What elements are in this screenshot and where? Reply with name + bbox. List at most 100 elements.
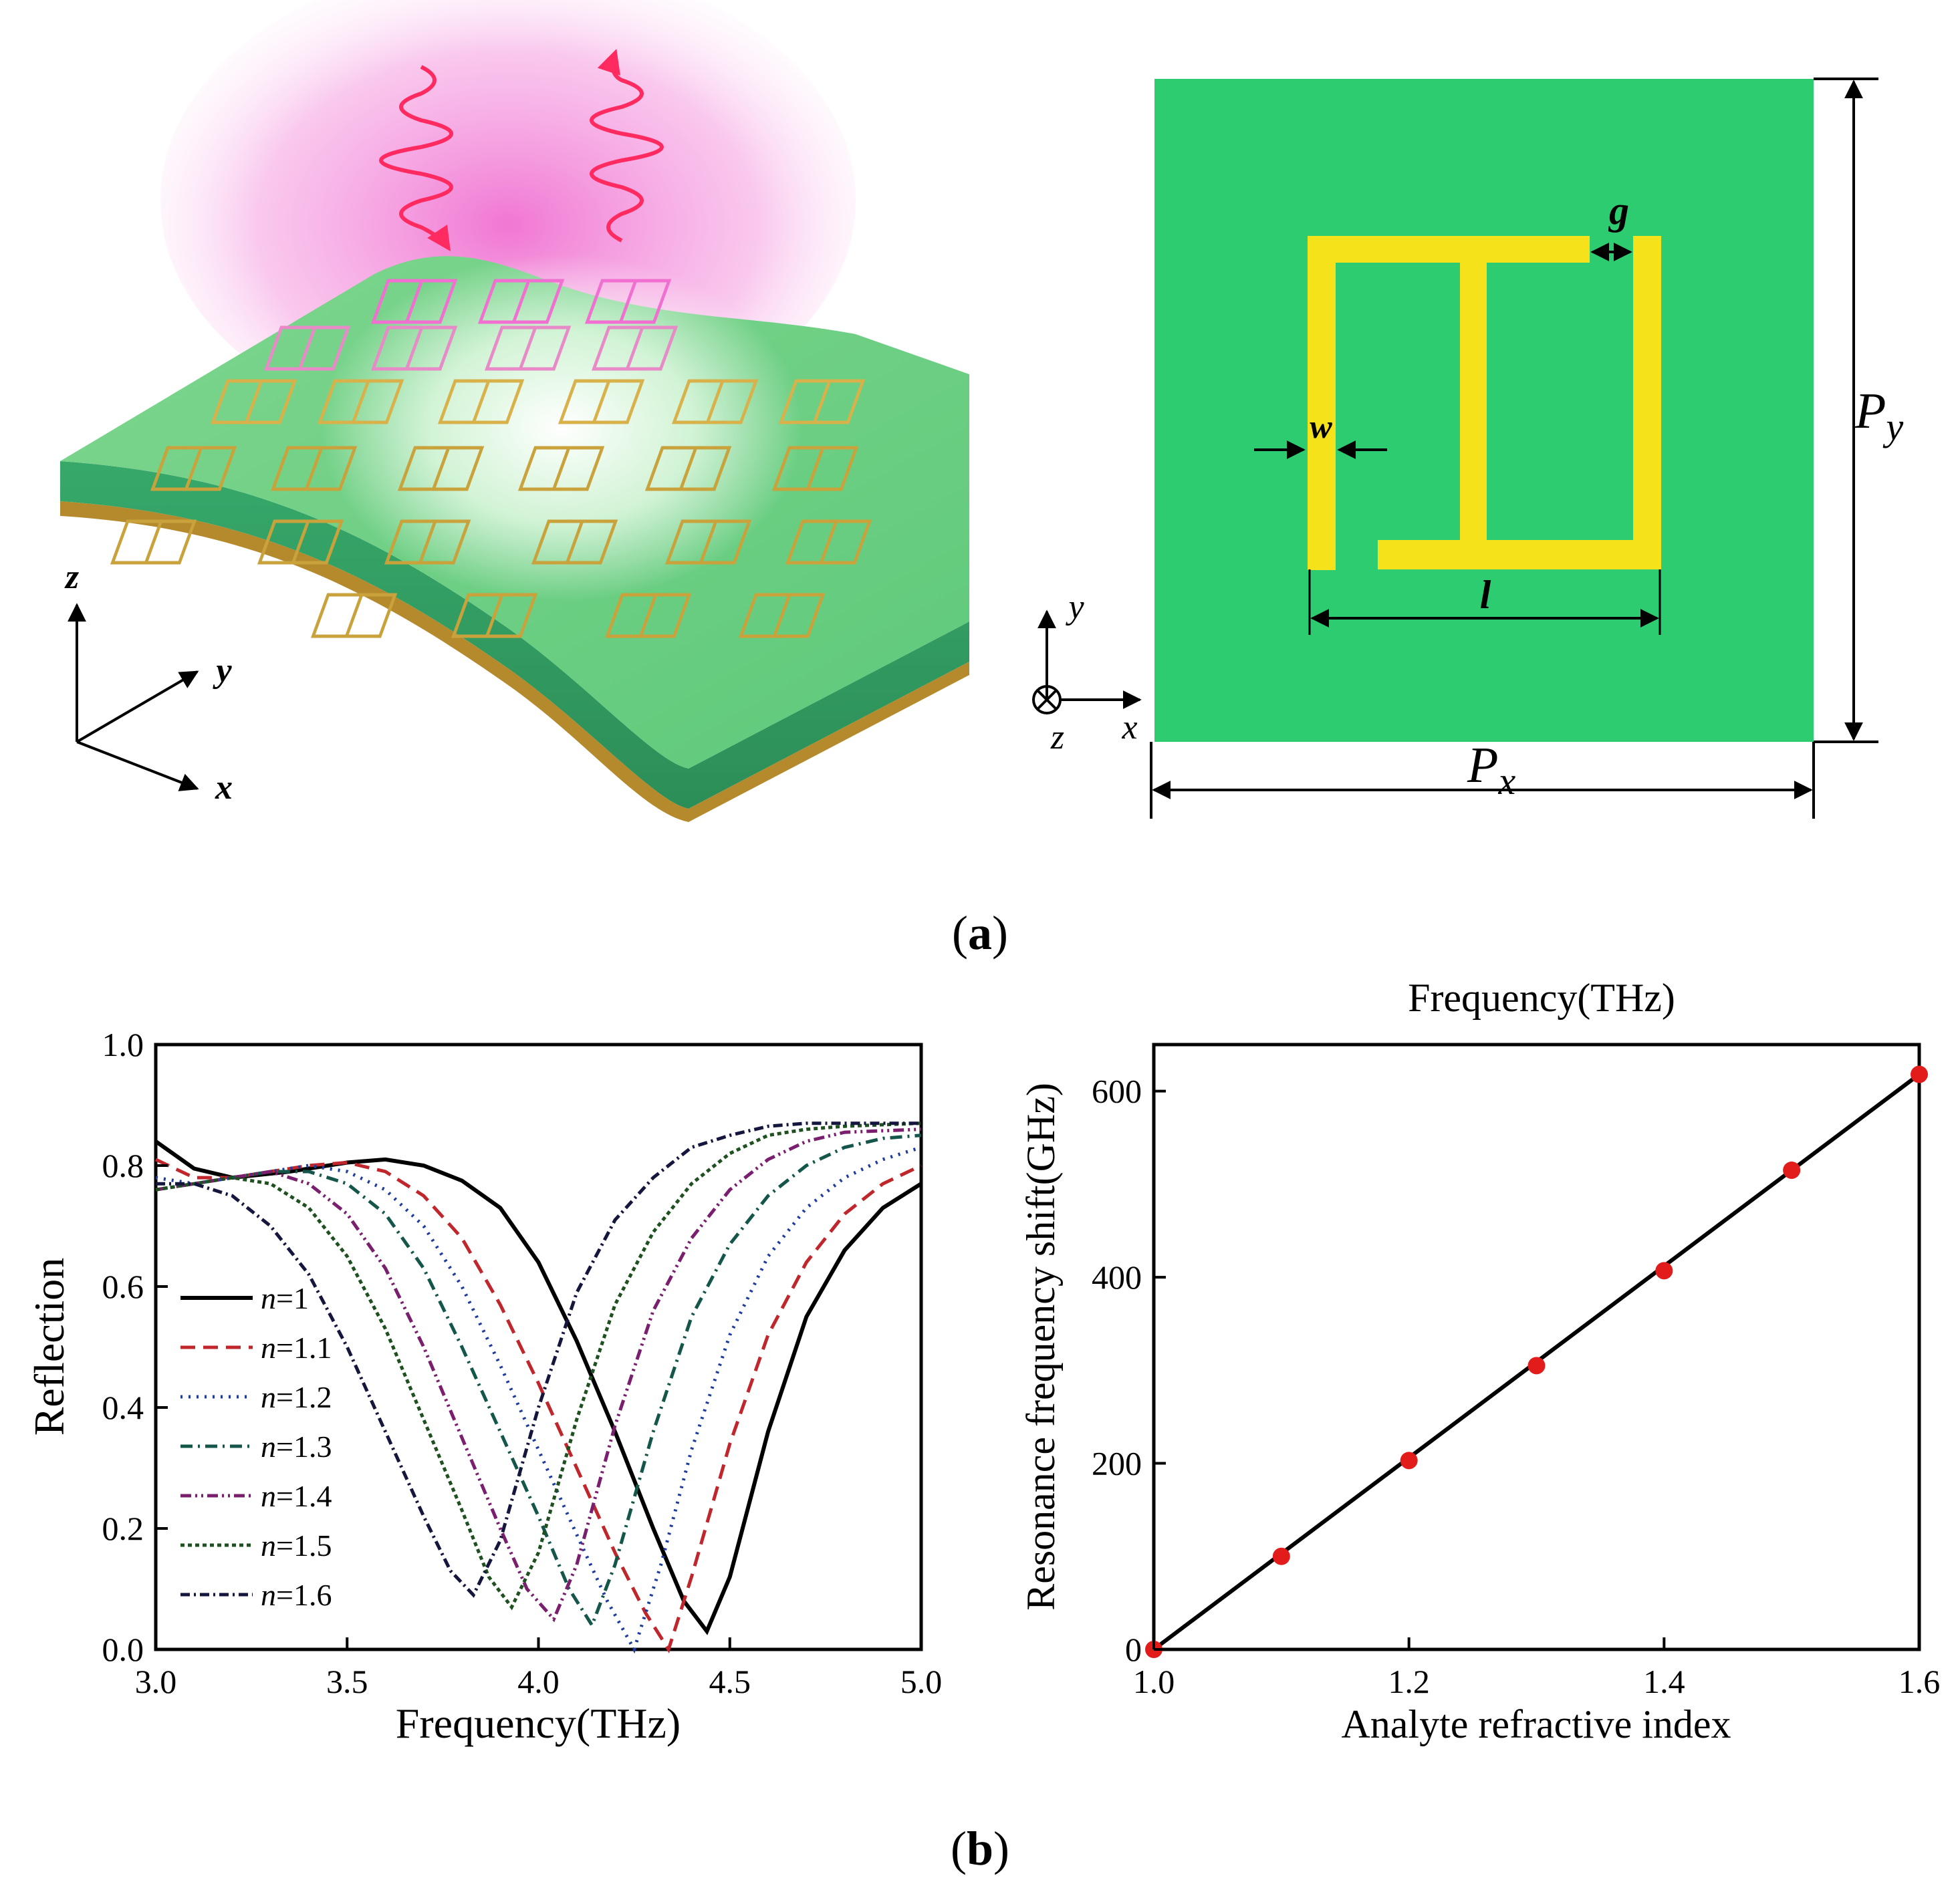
shift-data-point [1400, 1452, 1418, 1470]
legend-label: n=1.6 [261, 1578, 332, 1612]
x-tick-label: 1.2 [1388, 1663, 1430, 1700]
x-tick-label: 3.5 [326, 1663, 368, 1700]
reflection-chart: 3.0 3.5 4.0 4.5 5.0 0.00.20.40.60.81.0 n=1n=… [25, 1026, 942, 1747]
shift-data-point [1911, 1065, 1928, 1083]
resonator-tile [263, 325, 351, 371]
split-ring-resonator [1308, 236, 1661, 570]
legend-label: n=1.3 [261, 1430, 332, 1464]
x-tick-label: 3.0 [135, 1663, 177, 1700]
x-tick-label: 1.6 [1898, 1663, 1941, 1700]
y-tick-label: 0.6 [102, 1268, 144, 1305]
resonator-tile [257, 519, 344, 565]
axis-y-label: y [212, 652, 232, 690]
shift-y-ticks: 0 200 400 600 [1092, 1073, 1166, 1668]
y-tick-label: 0.0 [102, 1631, 144, 1668]
shift-chart-title: Frequency(THz) [1408, 976, 1675, 1020]
axis-x-label: x [215, 769, 233, 807]
resonator-tile [484, 325, 572, 371]
x-tick-label: 4.5 [709, 1663, 751, 1700]
shift-data-point [1527, 1357, 1546, 1375]
resonator-tile [110, 519, 197, 565]
legend-label: n=1 [261, 1281, 309, 1315]
resonator-tile [738, 593, 826, 638]
reflection-x-ticks: 3.0 3.5 4.0 4.5 5.0 [135, 1637, 943, 1700]
reflection-y-ticks: 0.0 0.2 0.4 0.6 0.8 1.0 [102, 1026, 168, 1668]
resonator-tile [370, 325, 458, 371]
reflection-legend: n=1 n=1.1 n=1.2 n=1.3 n=1.4 n=1.5 n=1.6 [180, 1281, 332, 1612]
reflection-series-line [156, 1121, 921, 1598]
l-label: l [1480, 573, 1491, 617]
resonator-tile [771, 446, 859, 491]
resonator-tile [664, 519, 752, 565]
y-tick-label: 600 [1092, 1073, 1142, 1110]
y-tick-label: 0.8 [102, 1147, 144, 1184]
metasurface-3d-illustration [60, 0, 969, 822]
y-tick-label: 1.0 [102, 1026, 144, 1063]
shift-data-point [1783, 1161, 1801, 1179]
resonator-tile [785, 519, 872, 565]
coordinate-axes-3d: z y x [64, 558, 233, 807]
reflected-wave-icon [590, 49, 664, 243]
w-label: w [1310, 408, 1332, 445]
reflection-y-axis-label: Reflection [25, 1258, 73, 1436]
g-label: g [1608, 188, 1629, 233]
resonator-tile [270, 446, 358, 491]
reflection-series-group [154, 1121, 923, 1654]
y-tick-label: 400 [1092, 1258, 1142, 1296]
cell-axis-y-label: y [1065, 588, 1084, 626]
resonator-tile [437, 379, 525, 424]
panel-a-label: (a) [952, 906, 1008, 960]
reflection-series-line [155, 1127, 922, 1623]
legend-item: n=1.3 [180, 1430, 332, 1464]
cell-axis-z-label: z [1050, 718, 1064, 757]
legend-item: n=1 [180, 1281, 309, 1315]
z-into-page-icon [1032, 685, 1062, 714]
resonator-tile [384, 519, 471, 565]
legend-label: n=1.5 [261, 1528, 332, 1563]
resonator-tile [604, 593, 692, 638]
y-tick-label: 200 [1092, 1445, 1142, 1482]
frequency-shift-chart: Frequency(THz) 1.0 1.2 1.4 1.6 0 200 400 600 A… [1019, 976, 1940, 1746]
legend-label: n=1.1 [261, 1331, 332, 1365]
x-tick-label: 1.4 [1643, 1663, 1685, 1700]
resonator-tile [150, 446, 237, 491]
resonator-tile [317, 379, 404, 424]
resonator-tile [584, 279, 672, 324]
px-label: Px [1467, 737, 1515, 803]
resonator-tile [451, 593, 538, 638]
resonator-tile [310, 593, 398, 638]
incident-wave-icon [379, 65, 453, 251]
panel-b-label: (b) [951, 1822, 1009, 1875]
legend-label: n=1.4 [261, 1479, 332, 1513]
resonator-array [110, 279, 872, 638]
y-tick-label: 0 [1125, 1631, 1142, 1668]
shift-x-ticks: 1.0 1.2 1.4 1.6 [1133, 1637, 1941, 1700]
x-tick-label: 1.0 [1133, 1663, 1175, 1700]
reflection-series-line [155, 1121, 922, 1611]
resonator-tile [370, 279, 458, 324]
resonator-tile [778, 379, 866, 424]
reflection-x-axis-label: Frequency(THz) [396, 1700, 681, 1747]
x-tick-label: 4.0 [517, 1663, 560, 1700]
py-label: Py [1854, 383, 1903, 448]
legend-item: n=1.1 [180, 1331, 332, 1365]
shift-x-axis-label: Analyte refractive index [1341, 1702, 1731, 1746]
legend-item: n=1.6 [180, 1578, 332, 1612]
legend-label: n=1.2 [261, 1380, 332, 1414]
legend-item: n=1.4 [180, 1479, 332, 1513]
resonator-tile [591, 325, 679, 371]
legend-item: n=1.5 [180, 1528, 332, 1563]
reflection-series-line [155, 1133, 922, 1629]
resonator-tile [397, 446, 485, 491]
reflection-series-line [154, 1158, 923, 1653]
reflection-series-line [154, 1139, 923, 1635]
resonator-tile [644, 446, 732, 491]
shift-data-point [1272, 1547, 1290, 1565]
x-tick-label: 5.0 [900, 1663, 943, 1700]
shift-plot-frame [1152, 1043, 1921, 1651]
resonator-tile [517, 446, 605, 491]
y-tick-label: 0.4 [102, 1389, 144, 1426]
shift-y-axis-label: Resonance frequency shift(GHz) [1019, 1083, 1063, 1611]
shift-data-point [1655, 1262, 1673, 1280]
